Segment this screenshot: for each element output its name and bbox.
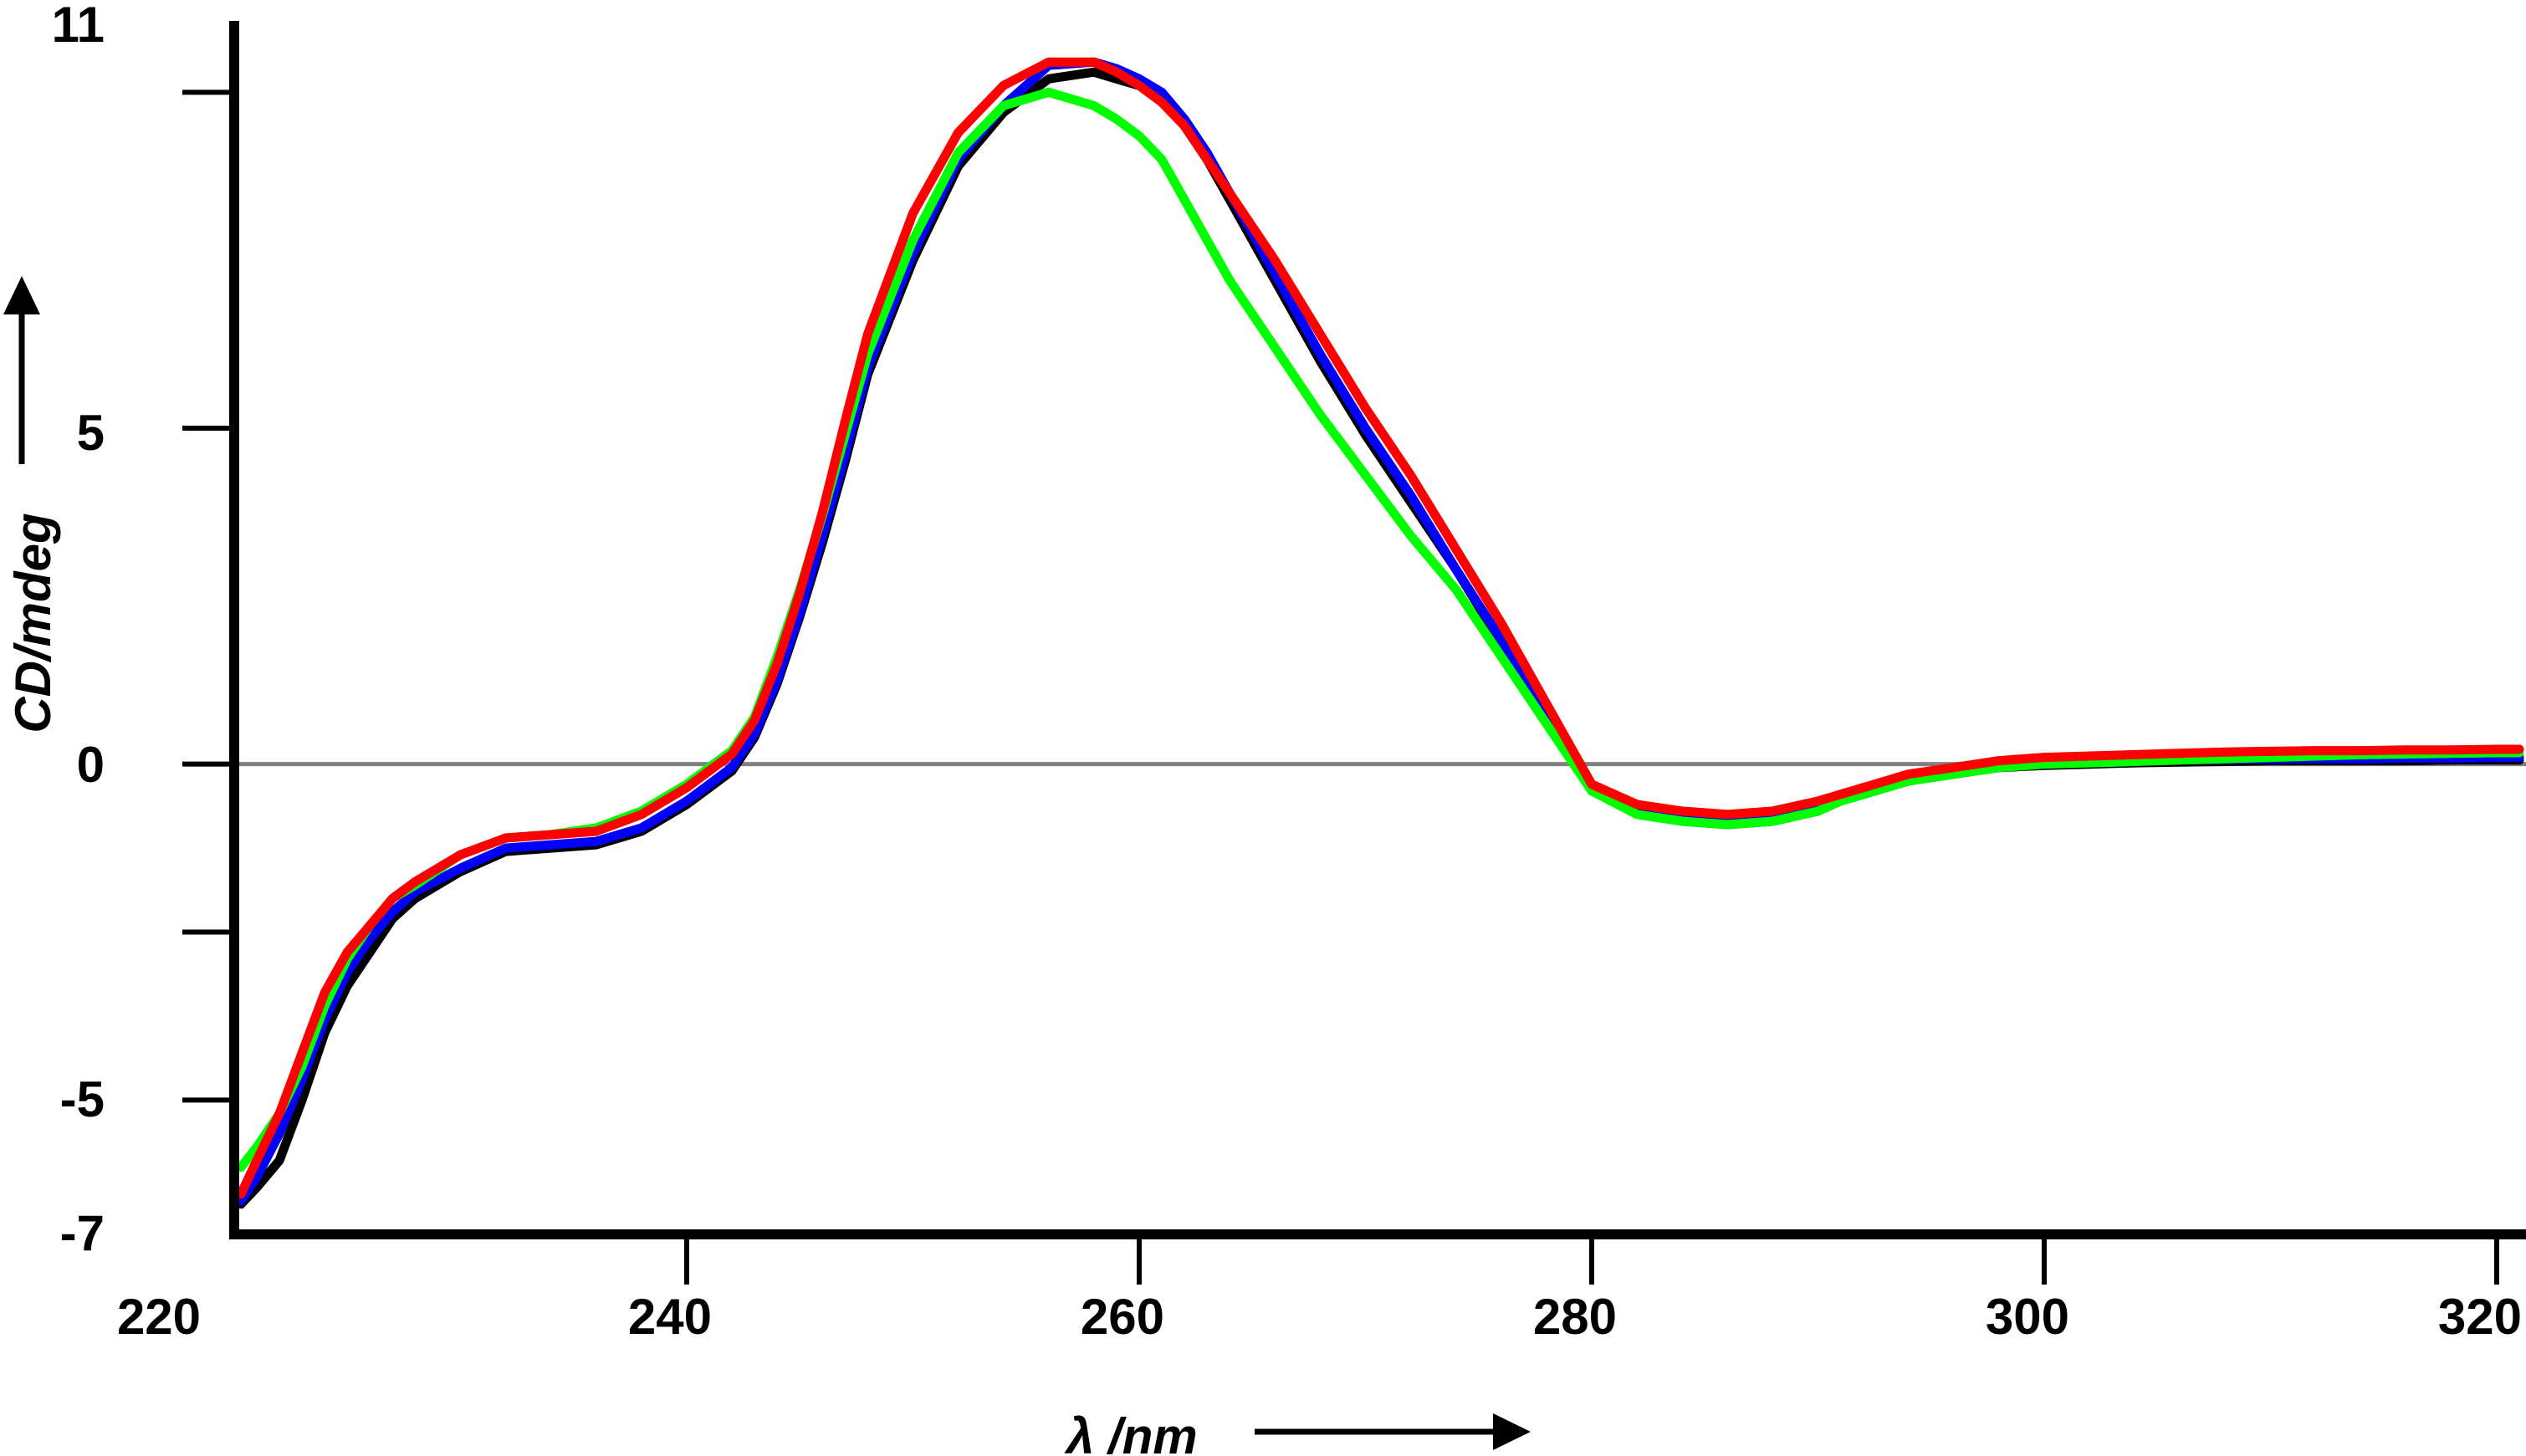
y-tick-label: 5 xyxy=(77,405,105,461)
y-tick-label: 11 xyxy=(52,0,105,53)
y-tick-label: 0 xyxy=(77,737,105,793)
y-axis-arrow-icon xyxy=(3,276,40,464)
series-line-3 xyxy=(236,87,2524,1172)
x-tick-label: 320 xyxy=(2438,1289,2522,1345)
y-tick-label: -7 xyxy=(60,1205,105,1261)
series-line-2 xyxy=(236,57,2524,1206)
series-line-1 xyxy=(236,67,2524,1209)
x-axis-title: λ /nm xyxy=(1064,1408,1198,1456)
x-tick-label: 220 xyxy=(117,1289,201,1345)
series-line-4 xyxy=(236,57,2524,1199)
y-axis-title: CD/mdeg xyxy=(5,513,61,733)
x-tick-label: 240 xyxy=(628,1289,712,1345)
x-tick-label: 260 xyxy=(1081,1289,1164,1345)
x-axis-arrow-icon xyxy=(1255,1413,1531,1450)
x-tick-label: 300 xyxy=(1986,1289,2069,1345)
x-tick-label: 280 xyxy=(1533,1289,1617,1345)
y-tick-label: -5 xyxy=(60,1071,105,1127)
